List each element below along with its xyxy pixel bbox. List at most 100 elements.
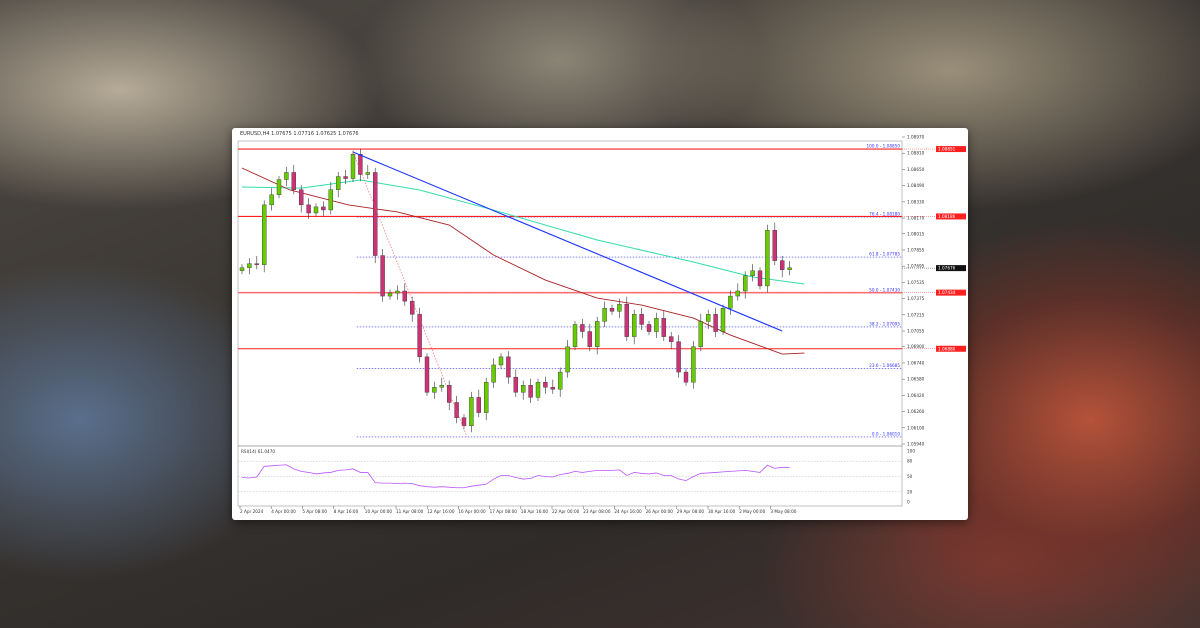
x-tick-label: 3 May 08:00 (770, 509, 796, 514)
candle-body (624, 303, 629, 337)
x-tick-label: 18 Apr 16:00 (521, 509, 549, 514)
y-tick-label: 1.08170 (907, 216, 925, 221)
x-tick-label: 2 Apr 2024 (240, 509, 264, 514)
candle-body (743, 275, 748, 292)
candle-body (239, 267, 245, 271)
candle-body (506, 356, 511, 378)
candle-body (572, 324, 578, 347)
fib-level-label: 61.8 - 1.07785 (869, 252, 900, 257)
candle-body (787, 267, 792, 270)
x-tick-label: 4 Apr 00:00 (271, 509, 296, 514)
rsi-line (241, 464, 790, 489)
candle-body (380, 255, 385, 297)
candle-body (409, 300, 415, 315)
y-tick-label: 1.07535 (907, 280, 925, 285)
candle-body (298, 189, 304, 206)
price-label: 1.06880 (938, 346, 956, 351)
candle-body (772, 230, 777, 261)
candle-body (343, 176, 348, 179)
candle-body (454, 402, 459, 418)
fib-level-label: 76.4 - 1.08180 (869, 212, 900, 217)
candle-body (676, 341, 681, 373)
rsi-tick-label: 80 (907, 459, 913, 464)
candle-body (461, 417, 467, 426)
current-price-box (936, 265, 966, 272)
candle-body (276, 179, 282, 195)
y-tick-label: 1.07855 (907, 247, 925, 252)
price-label-box (936, 146, 966, 153)
candle-body (491, 364, 496, 383)
y-tick-label: 1.06260 (907, 409, 925, 414)
y-tick-label: 1.08650 (907, 167, 925, 172)
fib-level-label: 23.6 - 1.06685 (869, 363, 900, 368)
x-tick-label: 16 Apr 00:00 (458, 509, 486, 514)
moving-average-slow (241, 167, 805, 355)
candle-body (476, 397, 482, 413)
candle-body (417, 314, 422, 358)
candle-body (402, 290, 408, 302)
candle-body (469, 397, 474, 426)
candle-body (632, 314, 637, 337)
y-tick-label: 1.07055 (907, 329, 925, 334)
y-tick-label: 1.06100 (907, 425, 925, 430)
rsi-tick-label: 100 (907, 449, 915, 454)
candle-body (683, 371, 689, 383)
candle-body (706, 314, 711, 322)
x-tick-label: 12 Apr 16:00 (427, 509, 455, 514)
candle-body (698, 321, 703, 347)
fib-level-label: 0.0 - 1.06010 (872, 431, 900, 436)
y-tick-label: 1.08810 (907, 151, 925, 156)
y-tick-label: 1.07695 (907, 264, 925, 269)
candle-body (661, 318, 666, 337)
candle-body (558, 371, 563, 390)
moving-average-fast (241, 179, 805, 285)
rsi-label: RSI(14) 61.0470 (241, 449, 275, 454)
candle-body (735, 290, 740, 297)
x-tick-label: 23 Apr 08:00 (583, 509, 611, 514)
candle-body (321, 206, 326, 211)
candle-body (335, 176, 341, 190)
candle-body (765, 230, 770, 287)
candle-body (750, 270, 755, 277)
candle-body (284, 172, 289, 180)
candle-body (521, 385, 526, 393)
candle-body (609, 308, 615, 312)
candle-body (439, 385, 445, 388)
candle-body (595, 321, 600, 347)
candle-body (358, 154, 363, 175)
rsi-tick-label: 20 (907, 489, 913, 494)
y-tick-label: 1.08490 (907, 183, 925, 188)
chart-window: EURUSD,H4 1.07675 1.07716 1.07625 1.0767… (232, 128, 968, 520)
x-tick-label: 26 Apr 00:00 (646, 509, 674, 514)
candle-body (780, 260, 785, 270)
candle-body (720, 308, 726, 332)
price-label: 1.08851 (938, 147, 956, 152)
y-tick-label: 1.06900 (907, 344, 925, 349)
x-tick-label: 11 Apr 08:00 (396, 509, 424, 514)
x-tick-label: 29 Apr 08:00 (677, 509, 705, 514)
trendline (352, 151, 783, 332)
price-chart[interactable]: 1.08970 1.08810 1.08650 1.08490 1.08330 1.081… (232, 128, 968, 520)
candle-body (350, 154, 356, 179)
candle-body (654, 318, 659, 332)
candle-body (535, 381, 541, 398)
fib-level-label: 100.0 - 1.08850 (867, 144, 901, 149)
x-tick-label: 30 Apr 16:00 (708, 509, 736, 514)
price-label-box (936, 289, 966, 296)
candle-body (513, 376, 518, 393)
y-tick-label: 1.06420 (907, 393, 925, 398)
fib-level-label: 50.0 - 1.07430 (869, 288, 900, 293)
candle-body (602, 308, 607, 322)
x-tick-label: 24 Apr 16:00 (614, 509, 642, 514)
x-tick-label: 10 Apr 00:00 (365, 509, 393, 514)
y-tick-label: 1.05940 (907, 442, 925, 447)
x-tick-label: 22 Apr 00:00 (552, 509, 580, 514)
fibonacci-anchor-line (352, 151, 468, 438)
candle-body (617, 303, 622, 312)
candle-body (432, 387, 437, 393)
x-tick-label: 5 Apr 08:00 (302, 509, 327, 514)
price-label-box (936, 345, 966, 352)
candle-body (446, 385, 452, 403)
price-label: 1.07434 (938, 290, 956, 295)
candle-body (291, 172, 296, 190)
